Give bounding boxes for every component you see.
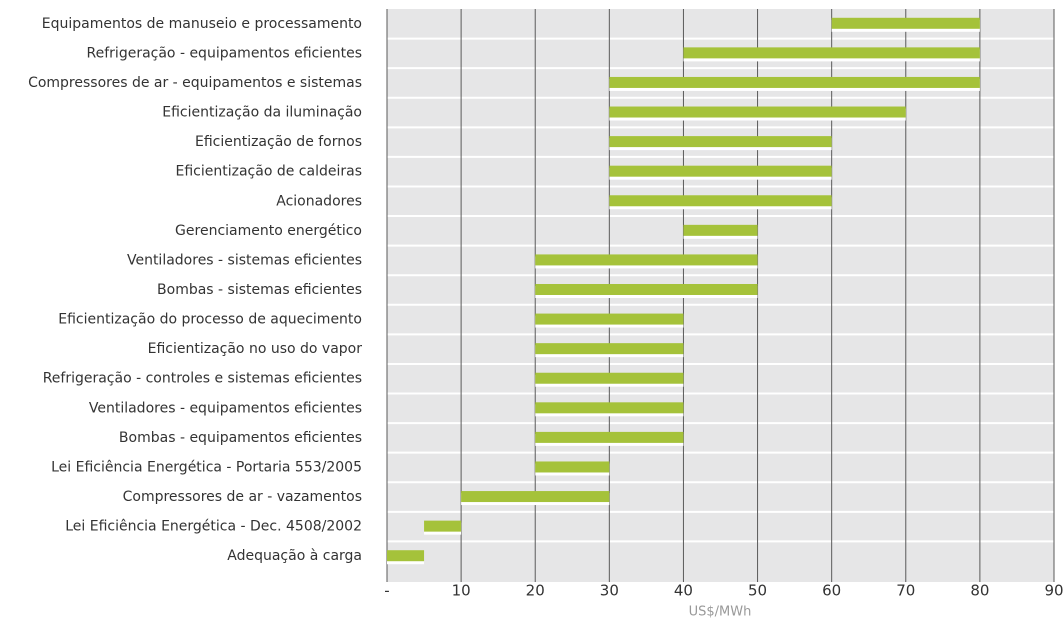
- y-tick-label: Bombas - equipamentos eficientes: [119, 430, 362, 446]
- bar: [683, 224, 758, 236]
- y-tick-label: Refrigeração - controles e sistemas efic…: [43, 371, 362, 387]
- x-tick-label: 30: [600, 582, 619, 600]
- bar: [609, 165, 832, 177]
- bar: [609, 76, 980, 88]
- bar: [609, 136, 832, 148]
- bar: [387, 550, 425, 562]
- bar: [831, 17, 980, 29]
- y-tick-label: Compressores de ar - vazamentos: [123, 489, 362, 505]
- y-tick-label: Equipamentos de manuseio e processamento: [42, 16, 362, 32]
- bar: [535, 402, 684, 414]
- x-tick-label: 10: [452, 582, 471, 600]
- bar: [424, 520, 462, 532]
- bar: [535, 254, 758, 266]
- bar: [609, 106, 906, 118]
- y-tick-label: Gerenciamento energético: [175, 223, 362, 239]
- x-tick-label: 80: [970, 582, 989, 600]
- y-tick-label: Refrigeração - equipamentos eficientes: [87, 45, 362, 61]
- bar: [683, 47, 980, 59]
- x-tick-label: 20: [526, 582, 545, 600]
- x-tick-label: 90: [1044, 582, 1063, 600]
- bar: [609, 195, 832, 207]
- y-tick-label: Eficientização de fornos: [195, 134, 362, 150]
- x-tick-label: 70: [896, 582, 915, 600]
- bar: [535, 284, 758, 295]
- bar: [535, 461, 610, 473]
- y-tick-label: Compressores de ar - equipamentos e sist…: [28, 75, 362, 91]
- x-tick-label: 40: [674, 582, 693, 600]
- x-tick-label: -: [384, 582, 389, 600]
- bar: [535, 372, 684, 384]
- y-tick-label: Eficientização de caldeiras: [176, 164, 362, 180]
- bar: [535, 313, 684, 325]
- y-tick-label: Lei Eficiência Energética - Dec. 4508/20…: [65, 519, 362, 535]
- y-tick-label: Bombas - sistemas eficientes: [157, 282, 362, 298]
- y-tick-label: Eficientização no uso do vapor: [148, 341, 363, 357]
- y-tick-label: Acionadores: [276, 193, 362, 209]
- x-axis-label: US$/MWh: [689, 605, 752, 620]
- y-tick-label: Ventiladores - sistemas eficientes: [127, 252, 362, 268]
- bar: [535, 431, 684, 443]
- bar: [461, 491, 610, 503]
- y-tick-label: Ventiladores - equipamentos eficientes: [89, 400, 362, 416]
- x-tick-label: 60: [822, 582, 841, 600]
- y-tick-label: Lei Eficiência Energética - Portaria 553…: [51, 459, 362, 475]
- y-tick-label: Eficientização da iluminação: [162, 105, 362, 121]
- bar: [535, 343, 684, 355]
- y-tick-label: Eficientização do processo de aqueciment…: [58, 312, 362, 328]
- y-tick-label: Adequação à carga: [227, 548, 362, 564]
- x-tick-label: 50: [748, 582, 767, 600]
